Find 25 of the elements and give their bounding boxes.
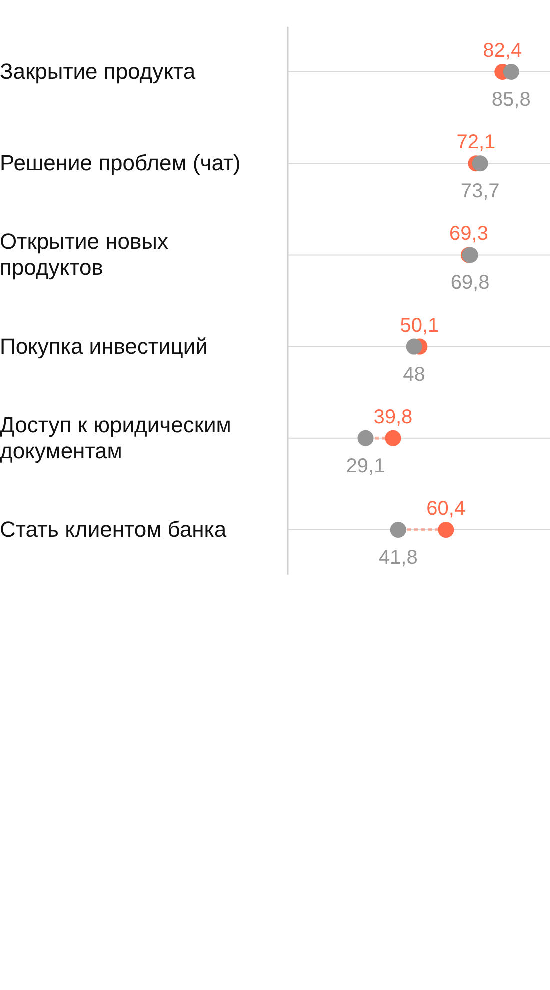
y-tick-label: Доступ к юридическим документам [0, 412, 232, 464]
data-label: 60,4 [426, 498, 466, 520]
point [358, 430, 374, 446]
data-label: 48 [403, 364, 426, 386]
point [472, 156, 488, 172]
data-label: 69,8 [450, 272, 490, 294]
point [406, 338, 422, 355]
data-label: 50,1 [400, 314, 440, 337]
point [390, 522, 406, 538]
y-tick-label: Открытие новых продуктов [0, 229, 168, 280]
data-label: 41,8 [378, 547, 418, 569]
y-tick-label: Закрытие продукта [0, 59, 196, 84]
data-label: 72,1 [456, 132, 496, 154]
point [503, 64, 520, 80]
data-label: 85,8 [492, 89, 531, 111]
data-label: 73,7 [460, 180, 500, 203]
point [385, 430, 402, 446]
data-label: 29,1 [346, 455, 386, 478]
y-tick-label: Решение проблем (чат) [0, 150, 241, 176]
point [438, 522, 454, 538]
data-label: 69,3 [450, 223, 488, 246]
data-label: 39,8 [374, 406, 413, 428]
data-label: 82,4 [483, 40, 522, 62]
y-tick-label: Покупка инвестиций [0, 334, 208, 359]
y-tick-label: Стать клиентом банка [0, 517, 228, 542]
